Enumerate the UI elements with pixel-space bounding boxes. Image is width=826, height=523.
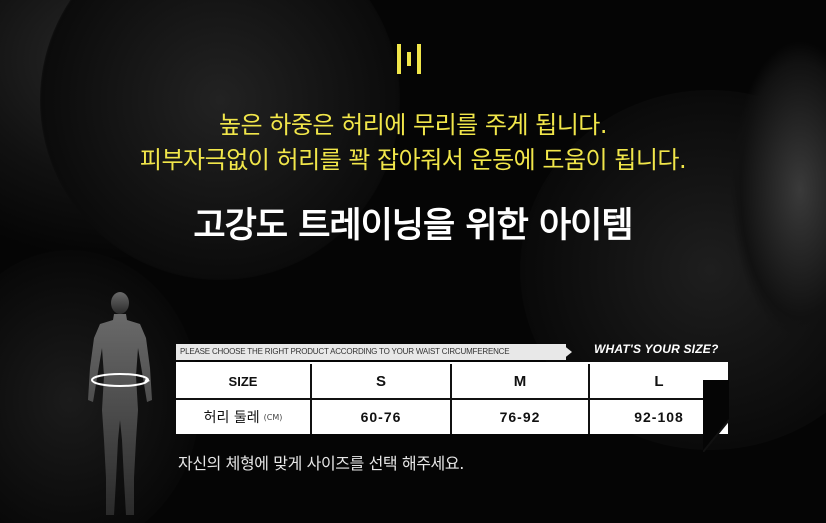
header-size-s: S (312, 364, 452, 398)
intro-line-2: 피부자극없이 허리를 꽉 잡아줘서 운동에 도움이 됩니다. (139, 146, 687, 174)
table-corner-cut (703, 380, 729, 452)
header-size: SIZE (176, 364, 312, 398)
header-size-l: L (654, 372, 664, 390)
waist-label-text: 허리 둘레 (203, 410, 260, 426)
size-chart: PLEASE CHOOSE THE RIGHT PRODUCT ACCORDIN… (176, 342, 729, 452)
size-chart-title: WHAT'S YOUR SIZE? (594, 342, 719, 356)
size-note: 자신의 체형에 맞게 사이즈를 선택 해주세요. (178, 454, 464, 473)
table-header-row: SIZE S M L (176, 364, 728, 398)
body-silhouette-icon (88, 292, 152, 515)
size-table: SIZE S M L 허리 둘레 (CM) 60-76 76-92 92-108 (176, 362, 729, 452)
range-l: 92-108 (634, 409, 684, 425)
background-glow (40, 0, 400, 280)
waist-unit: (CM) (263, 412, 283, 422)
divider (176, 398, 728, 400)
table-row: 허리 둘레 (CM) 60-76 76-92 92-108 (176, 400, 728, 434)
headline: 고강도 트레이닝을 위한 아이템 (193, 206, 633, 246)
waist-label: 허리 둘레 (CM) (176, 400, 312, 434)
range-s: 60-76 (312, 400, 452, 434)
header-size-m: M (452, 364, 590, 398)
size-chart-banner: PLEASE CHOOSE THE RIGHT PRODUCT ACCORDIN… (176, 344, 566, 360)
brand-logo-icon (397, 44, 421, 74)
banner-arrow (562, 344, 572, 360)
intro-line-1: 높은 하중은 허리에 무리를 주게 됩니다. (218, 111, 608, 139)
range-m: 76-92 (452, 400, 590, 434)
